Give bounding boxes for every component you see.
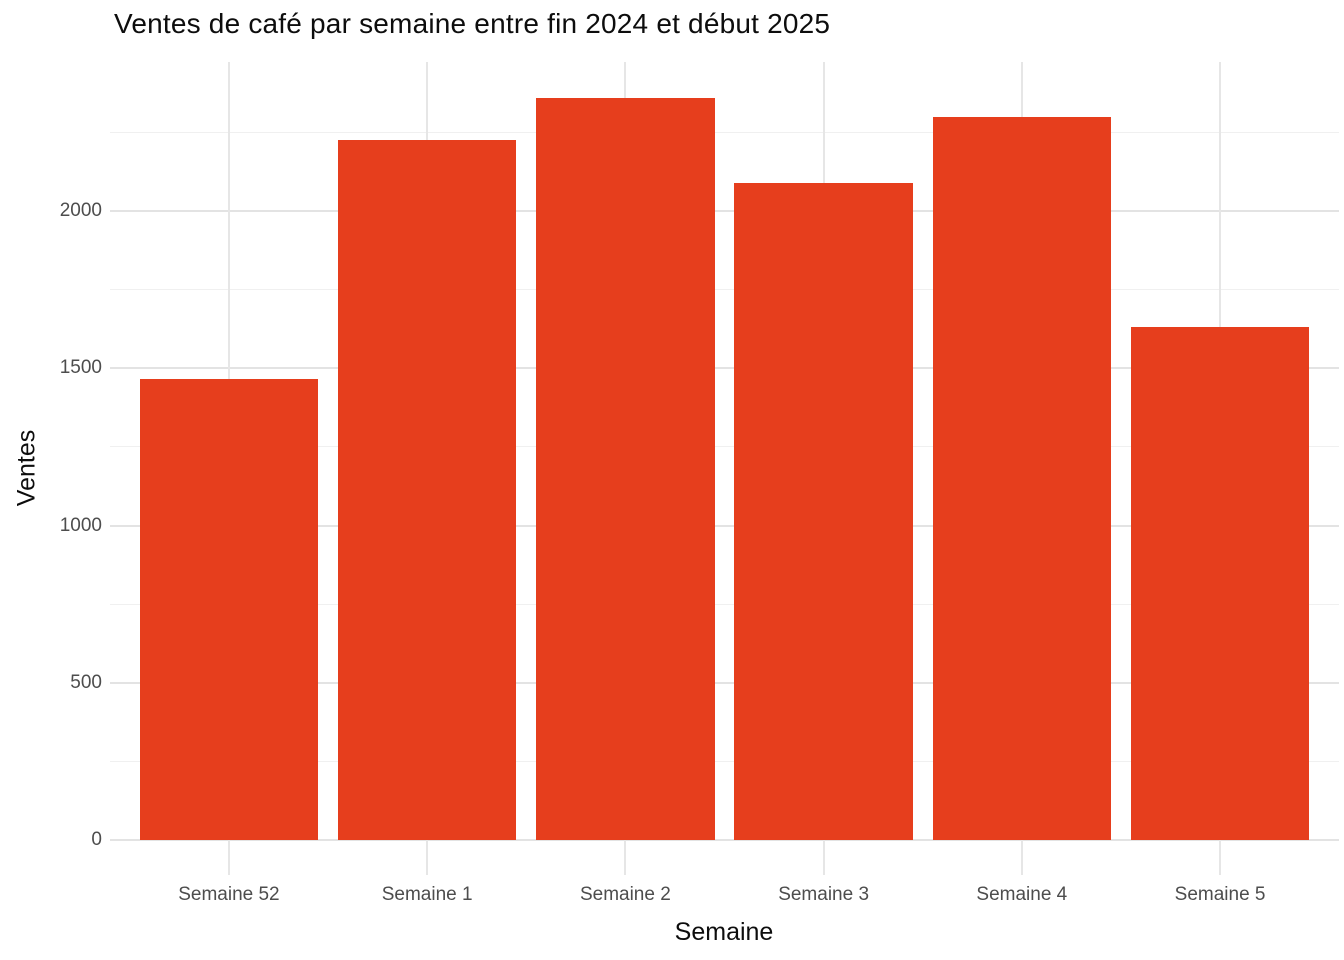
bar: [337, 140, 517, 840]
bar: [139, 379, 319, 840]
x-tick-label: Semaine 52: [178, 884, 280, 905]
y-tick-label: 2000: [59, 200, 102, 221]
gridline-major: [110, 524, 1339, 527]
x-tick-label: Semaine 5: [1174, 884, 1266, 905]
gridline-minor: [110, 446, 1339, 448]
y-tick-label: 1500: [59, 357, 102, 379]
x-tick-label: Semaine 3: [778, 884, 870, 905]
y-axis-title: Ventes: [12, 429, 41, 507]
gridline-minor: [110, 131, 1339, 133]
chart-title: Ventes de café par semaine entre fin 202…: [114, 8, 831, 39]
gridline-major: [110, 839, 1339, 841]
bar: [734, 182, 913, 840]
gridline-minor: [110, 603, 1339, 605]
gridline-minor: [110, 760, 1339, 762]
y-tick-label: 0: [91, 829, 102, 850]
x-tick-label: Semaine 1: [381, 884, 473, 905]
gridline-major: [110, 681, 1339, 684]
bar: [1130, 327, 1310, 840]
x-tick-label: Semaine 4: [976, 884, 1068, 905]
y-tick-label: 500: [70, 671, 102, 693]
gridline-major: [110, 210, 1339, 212]
gridline-major: [110, 367, 1339, 370]
bar: [536, 97, 715, 840]
x-axis-title: Semaine: [674, 918, 774, 946]
x-tick-label: Semaine 2: [579, 884, 671, 905]
gridline-minor: [110, 289, 1339, 291]
bar: [932, 116, 1112, 840]
y-tick-label: 1000: [59, 514, 102, 536]
